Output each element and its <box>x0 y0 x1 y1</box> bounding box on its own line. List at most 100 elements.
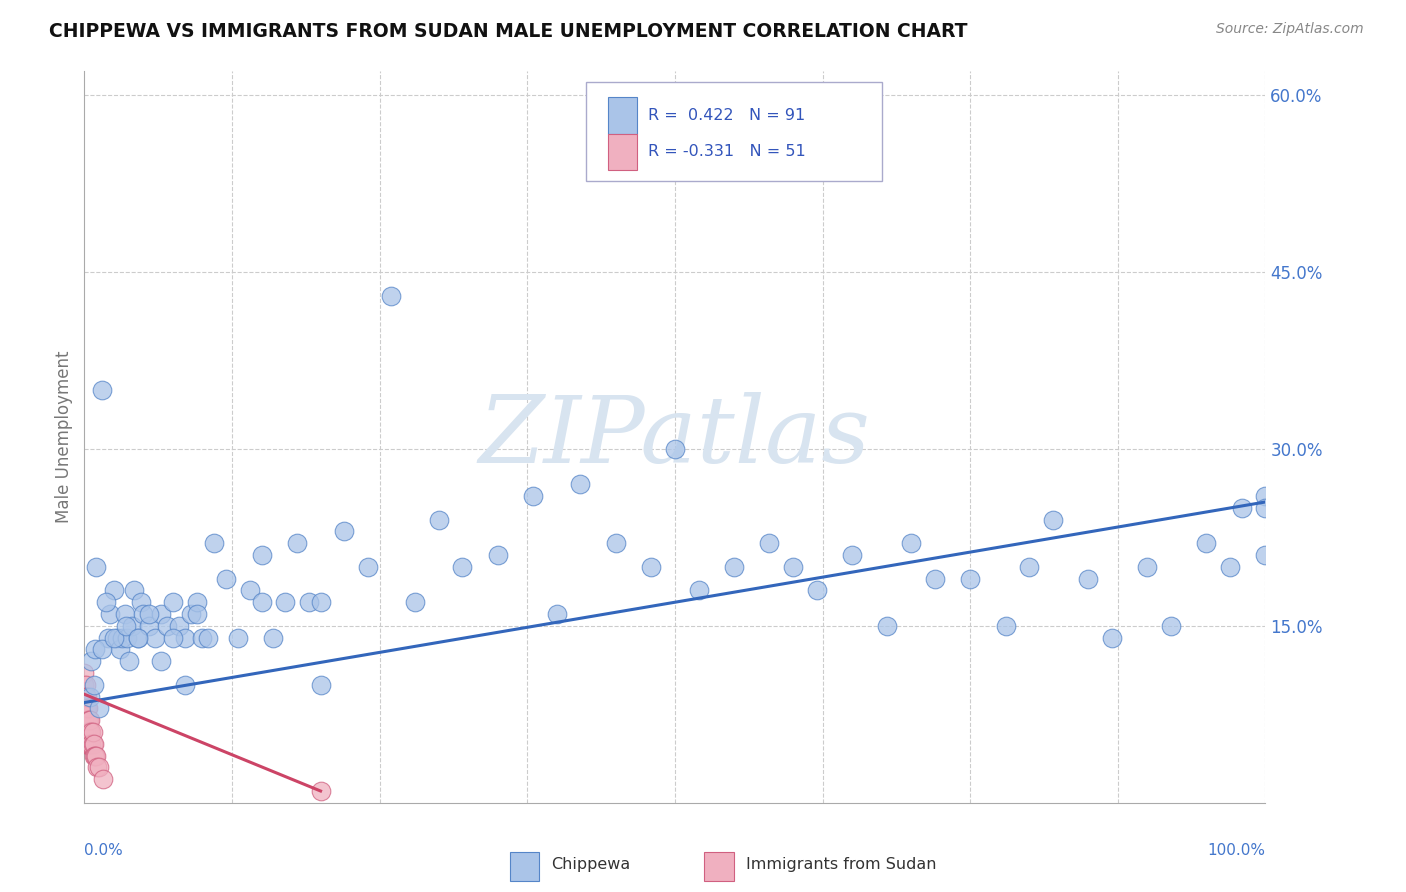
Point <box>1254 500 1277 515</box>
Point <box>1101 631 1123 645</box>
Point <box>876 619 898 633</box>
Point <box>73 690 96 704</box>
Point <box>83 678 105 692</box>
Point <box>75 690 97 704</box>
Text: R =  0.422   N = 91: R = 0.422 N = 91 <box>648 108 806 123</box>
Point <box>167 619 190 633</box>
Point <box>84 748 107 763</box>
Point <box>129 595 152 609</box>
Point <box>80 737 103 751</box>
Point <box>143 631 166 645</box>
Point <box>758 536 780 550</box>
Point <box>1018 559 1040 574</box>
Text: CHIPPEWA VS IMMIGRANTS FROM SUDAN MALE UNEMPLOYMENT CORRELATION CHART: CHIPPEWA VS IMMIGRANTS FROM SUDAN MALE U… <box>49 22 967 41</box>
Point <box>103 631 125 645</box>
Point <box>1077 572 1099 586</box>
Point <box>605 536 627 550</box>
FancyBboxPatch shape <box>704 852 734 881</box>
Point <box>127 631 149 645</box>
Point <box>156 619 179 633</box>
Point <box>239 583 262 598</box>
Point <box>75 713 97 727</box>
Point <box>640 559 662 574</box>
FancyBboxPatch shape <box>607 97 637 134</box>
Point <box>150 607 173 621</box>
Point <box>1195 536 1218 550</box>
Point <box>98 607 121 621</box>
Point <box>75 701 97 715</box>
Point <box>900 536 922 550</box>
Point <box>73 678 96 692</box>
Point <box>73 666 96 681</box>
Point <box>121 619 143 633</box>
FancyBboxPatch shape <box>607 134 637 170</box>
Point <box>77 725 100 739</box>
Point <box>75 725 97 739</box>
Point <box>73 701 96 715</box>
Point <box>84 642 107 657</box>
Point <box>250 595 273 609</box>
Point <box>309 678 332 692</box>
Point <box>115 631 138 645</box>
Point <box>111 631 134 645</box>
Point <box>333 524 356 539</box>
Point <box>75 713 97 727</box>
Point <box>75 725 97 739</box>
Point <box>197 631 219 645</box>
Y-axis label: Male Unemployment: Male Unemployment <box>55 351 73 524</box>
Point <box>215 572 238 586</box>
Point <box>202 536 225 550</box>
Point <box>77 725 100 739</box>
Point <box>688 583 710 598</box>
Point <box>73 737 96 751</box>
Point <box>82 737 104 751</box>
Point <box>309 595 332 609</box>
Point <box>114 619 136 633</box>
Point <box>87 701 110 715</box>
Point <box>75 701 97 715</box>
Point <box>77 713 100 727</box>
Point <box>451 559 474 574</box>
Point <box>664 159 686 173</box>
Point <box>118 654 141 668</box>
Point <box>79 725 101 739</box>
Point <box>114 607 136 621</box>
Text: 0.0%: 0.0% <box>84 843 124 858</box>
Point <box>79 737 101 751</box>
Point <box>522 489 544 503</box>
Point <box>274 595 297 609</box>
Point <box>107 631 129 645</box>
Point <box>79 713 101 727</box>
Point <box>108 642 131 657</box>
Point <box>486 548 509 562</box>
Point <box>132 607 155 621</box>
Point <box>73 713 96 727</box>
Point <box>1254 548 1277 562</box>
Text: ZIPatlas: ZIPatlas <box>479 392 870 482</box>
Point <box>91 383 114 397</box>
Point <box>75 678 97 692</box>
Point <box>138 619 160 633</box>
Text: Chippewa: Chippewa <box>551 857 630 872</box>
Point <box>122 583 145 598</box>
Point <box>83 737 105 751</box>
Point <box>262 631 284 645</box>
Point <box>75 690 97 704</box>
Point <box>1230 500 1253 515</box>
Point <box>76 737 98 751</box>
Point <box>79 690 101 704</box>
Point <box>73 690 96 704</box>
Point <box>1219 559 1241 574</box>
FancyBboxPatch shape <box>509 852 538 881</box>
Point <box>87 760 110 774</box>
Point <box>80 725 103 739</box>
Point <box>285 536 308 550</box>
Point <box>127 631 149 645</box>
Point <box>84 748 107 763</box>
Point <box>782 559 804 574</box>
Point <box>76 713 98 727</box>
Point <box>76 690 98 704</box>
Point <box>138 607 160 621</box>
Point <box>77 713 100 727</box>
Point <box>664 442 686 456</box>
